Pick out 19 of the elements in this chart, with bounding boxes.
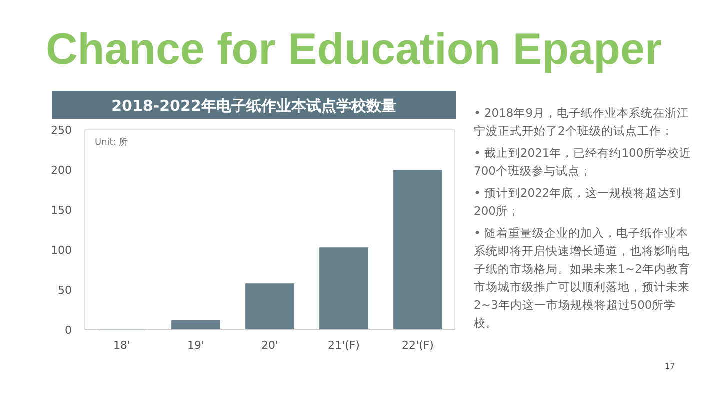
y-tick-label: 200 — [51, 164, 72, 177]
annotation: Unit: 所 — [95, 137, 128, 148]
x-tick-label: 18' — [113, 339, 131, 352]
y-tick-label: 100 — [51, 244, 72, 257]
chart-title: Chance for Education Epaper — [46, 25, 662, 74]
y-tick-label: 50 — [58, 284, 72, 297]
x-tick-label: 21'(F) — [328, 339, 360, 352]
chart-subtitle: 2018-2022年电子纸作业本试点学校数量 — [112, 97, 396, 115]
text: • 截止到2021年，已经有约100所学校近700个班级参与试点； — [474, 145, 693, 180]
text: • 随着重量级企业的加入，电子纸作业本系统即将开启快速增长通道，也将影响电子纸的市场格局。如果未来1~2年内教育市场城市级推广可以顺利落地，预计未来2~3年内这一市场规模将超过500所学校。 — [474, 225, 692, 332]
text: 17 — [665, 362, 676, 371]
x-tick-label: 20' — [261, 339, 279, 352]
text: • 2018年9月，电子纸作业本系统在浙江宁波正式开始了2个班级的试点工作； — [474, 105, 690, 140]
x-tick-label: 22'(F) — [402, 339, 434, 352]
x-tick-label: 19' — [187, 339, 205, 352]
text: • 预计到2022年底，这一规模将超达到200所； — [474, 185, 683, 220]
y-tick-label: 0 — [65, 324, 72, 337]
y-tick-label: 150 — [51, 204, 72, 217]
y-tick-label: 250 — [51, 124, 72, 137]
